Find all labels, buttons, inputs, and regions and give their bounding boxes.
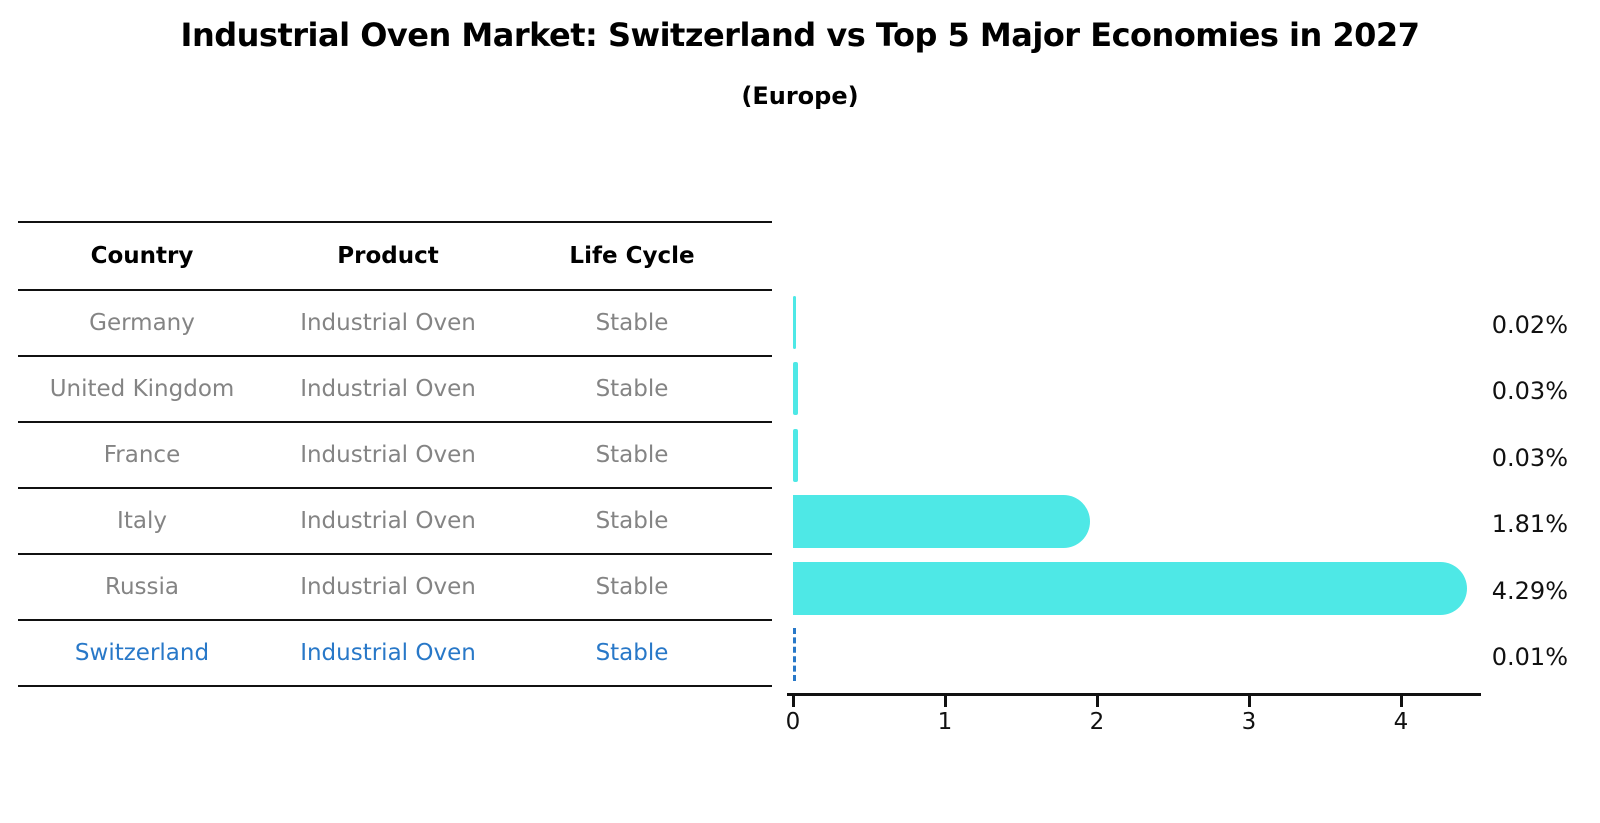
cell-life-cycle: Stable — [595, 376, 669, 402]
table-row: Russia Industrial Oven Stable — [18, 555, 772, 621]
chart-title: Industrial Oven Market: Switzerland vs T… — [180, 16, 1420, 54]
cell-life-cycle: Stable — [595, 574, 669, 600]
cell-life-cycle: Stable — [595, 442, 669, 468]
cell-country: Italy — [117, 508, 167, 534]
bar-value-label: 0.03% — [1491, 377, 1568, 405]
bar-value-label: 0.03% — [1491, 444, 1568, 472]
x-axis-line — [787, 693, 1481, 696]
x-axis-tick — [1247, 696, 1251, 707]
comparison-table: Country Product Life Cycle Germany Indus… — [18, 221, 772, 687]
bar-italy — [793, 494, 1091, 548]
x-axis-tick-label: 0 — [785, 709, 801, 735]
table-row: France Industrial Oven Stable — [18, 423, 772, 489]
table-row: Italy Industrial Oven Stable — [18, 489, 772, 555]
column-header-country: Country — [90, 243, 194, 269]
column-header-product: Product — [337, 243, 439, 269]
column-header-life-cycle: Life Cycle — [569, 243, 695, 269]
x-axis-tick-label: 4 — [1393, 709, 1409, 735]
cell-life-cycle: Stable — [595, 508, 669, 534]
cell-country: United Kingdom — [49, 376, 235, 402]
bar-value-label: 0.02% — [1491, 311, 1568, 339]
cell-life-cycle: Stable — [595, 640, 669, 666]
x-axis-tick — [791, 696, 795, 707]
x-axis-tick — [1095, 696, 1099, 707]
cell-product: Industrial Oven — [300, 376, 476, 402]
cell-country: France — [103, 442, 181, 468]
bar-value-label: 0.01% — [1491, 643, 1568, 671]
x-axis-tick-label: 3 — [1241, 709, 1257, 735]
bar-value-label: 4.29% — [1491, 577, 1568, 605]
cell-life-cycle: Stable — [595, 310, 669, 336]
x-axis-tick — [1399, 696, 1403, 707]
chart-subtitle: (Europe) — [741, 82, 859, 110]
cell-country: Switzerland — [74, 640, 210, 666]
table-row: Switzerland Industrial Oven Stable — [18, 621, 772, 687]
cell-product: Industrial Oven — [300, 508, 476, 534]
table-row: United Kingdom Industrial Oven Stable — [18, 357, 772, 423]
cell-country: Germany — [89, 310, 195, 336]
bar-france — [793, 428, 798, 482]
cell-product: Industrial Oven — [300, 310, 476, 336]
cell-product: Industrial Oven — [300, 442, 476, 468]
bar-russia — [793, 561, 1468, 615]
table-row: Germany Industrial Oven Stable — [18, 291, 772, 357]
x-axis-tick-label: 1 — [937, 709, 953, 735]
cell-country: Russia — [105, 574, 179, 600]
bar-united-kingdom — [793, 361, 798, 415]
table-header-row: Country Product Life Cycle — [18, 223, 772, 291]
x-axis-tick — [943, 696, 947, 707]
cell-product: Industrial Oven — [300, 640, 476, 666]
bar-germany — [793, 295, 797, 349]
bar-value-label: 1.81% — [1491, 510, 1568, 538]
x-axis-tick-label: 2 — [1089, 709, 1105, 735]
cell-product: Industrial Oven — [300, 574, 476, 600]
bar-switzerland — [793, 627, 796, 681]
